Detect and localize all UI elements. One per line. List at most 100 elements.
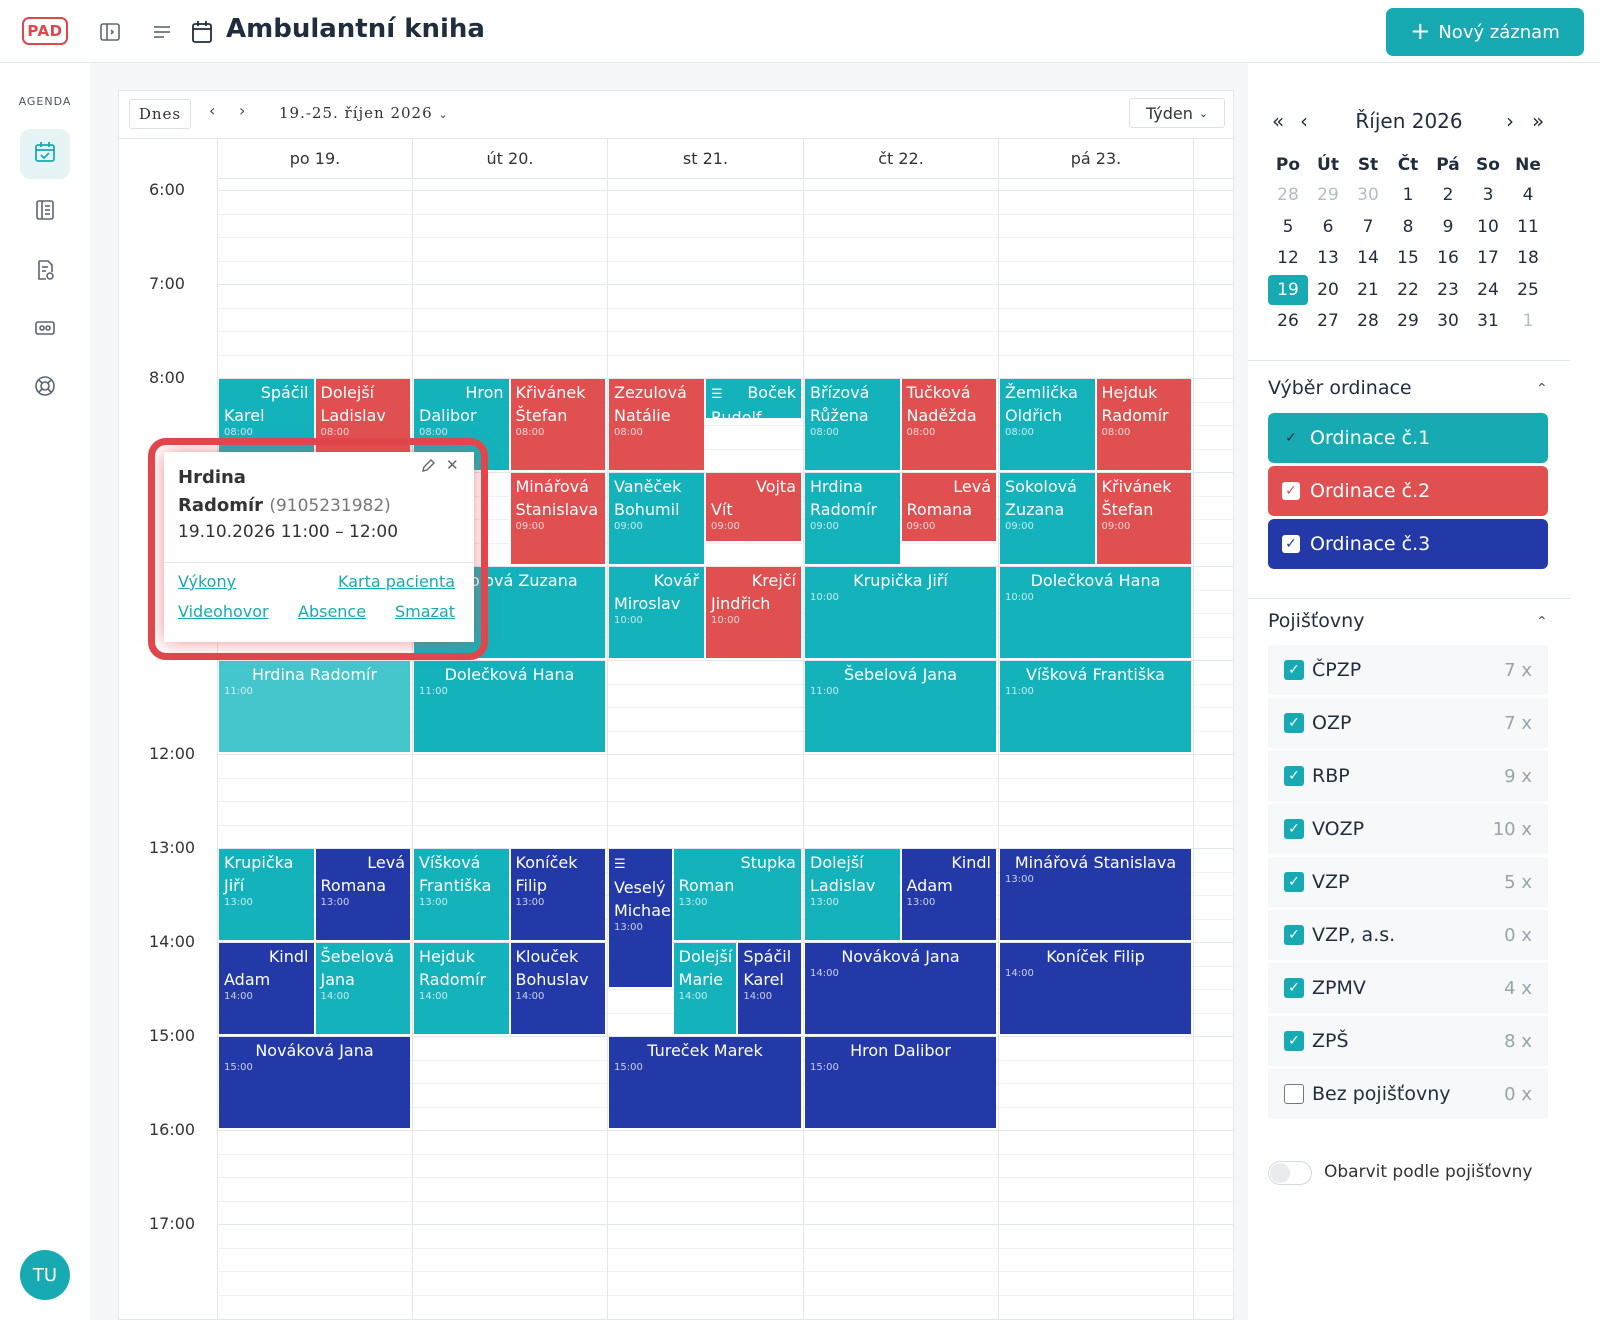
- appointment-event[interactable]: Zezulová Natálie 08:00: [609, 379, 704, 470]
- appointment-event[interactable]: Hejduk Radomír 14:00: [414, 943, 509, 1034]
- appointment-event[interactable]: Koníček Filip 13:00: [510, 849, 605, 940]
- patient-card-link[interactable]: Karta pacienta: [338, 572, 456, 591]
- mini-calendar-day[interactable]: 6: [1322, 216, 1334, 237]
- checkbox-icon[interactable]: ✓: [1284, 925, 1304, 945]
- checkbox-icon[interactable]: ✓: [1284, 872, 1304, 892]
- mini-calendar-day[interactable]: 21: [1357, 279, 1379, 300]
- appointment-event[interactable]: Minářová Stanislava 13:00: [1000, 849, 1191, 940]
- vykony-link[interactable]: Výkony: [178, 572, 237, 591]
- mini-calendar-day[interactable]: 14: [1357, 248, 1379, 268]
- mini-calendar-day[interactable]: 30: [1437, 311, 1459, 331]
- next-week-button[interactable]: ›: [239, 101, 246, 120]
- mini-calendar-day[interactable]: 22: [1397, 279, 1419, 300]
- checkbox-icon[interactable]: [1284, 1084, 1304, 1104]
- mini-calendar-day[interactable]: 23: [1437, 279, 1459, 300]
- mini-calendar-day[interactable]: 7: [1362, 216, 1374, 237]
- mini-calendar-day[interactable]: 20: [1317, 279, 1339, 300]
- menu-lines-icon[interactable]: [150, 20, 174, 44]
- mini-calendar-day[interactable]: 16: [1437, 248, 1459, 268]
- ordinace-option[interactable]: ✓ Ordinace č.3: [1268, 519, 1548, 569]
- videocall-link[interactable]: Videohovor: [178, 602, 269, 621]
- mini-calendar-day[interactable]: 19: [1268, 274, 1308, 305]
- new-record-button[interactable]: + Nový záznam: [1386, 8, 1584, 56]
- mini-calendar-day[interactable]: 9: [1442, 216, 1454, 237]
- mini-calendar-day[interactable]: 15: [1397, 248, 1419, 268]
- today-button[interactable]: Dnes: [129, 99, 191, 129]
- appointment-event[interactable]: Tučková Naděžda 08:00: [901, 379, 996, 470]
- mini-calendar-day[interactable]: 8: [1402, 216, 1414, 237]
- insurance-filter-item[interactable]: ✓ VOZP 10 x: [1268, 804, 1548, 854]
- checkbox-icon[interactable]: ✓: [1284, 1031, 1304, 1051]
- mini-calendar-day[interactable]: 28: [1357, 311, 1379, 331]
- appointment-event[interactable]: Stupka Roman 13:00: [673, 849, 801, 940]
- appointment-event[interactable]: Nováková Jana 15:00: [219, 1037, 410, 1128]
- appointment-event[interactable]: Dolečková Hana 10:00: [1000, 567, 1191, 658]
- mini-calendar-day[interactable]: 18: [1517, 248, 1539, 268]
- insurance-filter-item[interactable]: ✓ VZP, a.s. 0 x: [1268, 910, 1548, 960]
- appointment-event[interactable]: Kovář Miroslav 10:00: [609, 567, 704, 658]
- appointment-event[interactable]: Vojta Vít 09:00: [706, 473, 801, 541]
- sidebar-item-book[interactable]: [20, 187, 70, 237]
- insurance-filter-item[interactable]: ✓ ZPMV 4 x: [1268, 963, 1548, 1013]
- edit-icon[interactable]: [420, 458, 436, 478]
- mini-calendar-day[interactable]: 3: [1482, 185, 1494, 205]
- mini-calendar-day[interactable]: 10: [1477, 216, 1499, 237]
- checkbox-icon[interactable]: ✓: [1284, 660, 1304, 680]
- checkbox-icon[interactable]: ✓: [1284, 766, 1304, 786]
- chevron-up-icon[interactable]: ⌃: [1536, 614, 1548, 630]
- appointment-event[interactable]: Sokolová Zuzana 09:00: [1000, 473, 1095, 564]
- appointment-event[interactable]: Tureček Marek 15:00: [609, 1037, 801, 1128]
- appointment-event[interactable]: Křivánek Štefan 09:00: [1096, 473, 1191, 564]
- appointment-event[interactable]: Levá Romana 09:00: [901, 473, 996, 541]
- appointment-event[interactable]: Víšková Františka 13:00: [414, 849, 509, 940]
- appointment-event[interactable]: Břízová Růžena 08:00: [805, 379, 900, 470]
- appointment-event[interactable]: Dolejší Marie 14:00: [673, 943, 737, 1034]
- mini-calendar-day[interactable]: 5: [1282, 216, 1294, 237]
- next-month-button[interactable]: ›: [1506, 109, 1514, 133]
- sidebar-item-calendar[interactable]: [20, 129, 70, 179]
- mini-calendar-day[interactable]: 24: [1477, 279, 1499, 300]
- insurance-filter-item[interactable]: ✓ RBP 9 x: [1268, 751, 1548, 801]
- delete-link[interactable]: Smazat: [395, 602, 456, 621]
- appointment-event[interactable]: Nováková Jana 14:00: [805, 943, 996, 1034]
- appointment-event[interactable]: Víšková Františka 11:00: [1000, 661, 1191, 752]
- appointment-event[interactable]: Krupička Jiří 13:00: [219, 849, 314, 940]
- prev-year-button[interactable]: «: [1272, 109, 1285, 133]
- insurance-filter-item[interactable]: ✓ VZP 5 x: [1268, 857, 1548, 907]
- appointment-event[interactable]: Levá Romana 13:00: [315, 849, 410, 940]
- ordinace-option[interactable]: ✓ Ordinace č.1: [1268, 413, 1548, 463]
- appointment-event[interactable]: Krupička Jiří 10:00: [805, 567, 996, 658]
- appointment-event[interactable]: ☰ Boček Rudolf: [706, 379, 801, 419]
- next-year-button[interactable]: »: [1532, 109, 1545, 133]
- appointment-event[interactable]: Hron Dalibor 15:00: [805, 1037, 996, 1128]
- chevron-up-icon[interactable]: ⌃: [1536, 381, 1548, 397]
- view-select[interactable]: Týden ⌄: [1129, 98, 1225, 128]
- insurance-filter-item[interactable]: ✓ ČPZP 7 x: [1268, 645, 1548, 695]
- checkbox-icon[interactable]: ✓: [1284, 713, 1304, 733]
- prev-month-button[interactable]: ‹: [1300, 109, 1308, 133]
- appointment-event[interactable]: Křivánek Štefan 08:00: [510, 379, 605, 470]
- insurance-filter-item[interactable]: ✓ ZPŠ 8 x: [1268, 1016, 1548, 1066]
- appointment-event[interactable]: Kindl Adam 13:00: [901, 849, 996, 940]
- sidebar-toggle-icon[interactable]: [98, 20, 122, 44]
- sidebar-item-documents[interactable]: [20, 247, 70, 297]
- appointment-event[interactable]: Šebelová Jana 11:00: [805, 661, 996, 752]
- appointment-event[interactable]: Vaněček Bohumil 09:00: [609, 473, 704, 564]
- mini-calendar-day[interactable]: 31: [1477, 311, 1499, 331]
- appointment-event[interactable]: Hrdina Radomír 11:00: [219, 661, 410, 752]
- mini-calendar-day[interactable]: 1: [1522, 311, 1534, 331]
- mini-calendar-day[interactable]: 13: [1317, 248, 1339, 268]
- appointment-event[interactable]: Spáčil Karel 14:00: [738, 943, 801, 1034]
- insurance-filter-item[interactable]: ✓ OZP 7 x: [1268, 698, 1548, 748]
- absence-link[interactable]: Absence: [298, 602, 367, 621]
- mini-calendar-day[interactable]: 28: [1277, 185, 1299, 205]
- prev-week-button[interactable]: ‹: [209, 101, 216, 120]
- insurance-filter-item[interactable]: Bez pojišťovny 0 x: [1268, 1069, 1548, 1119]
- mini-calendar-day[interactable]: 27: [1317, 311, 1339, 331]
- app-logo[interactable]: PAD: [22, 17, 68, 45]
- mini-calendar-day[interactable]: 26: [1277, 311, 1299, 331]
- checkbox-icon[interactable]: ✓: [1284, 978, 1304, 998]
- mini-calendar-day[interactable]: 17: [1477, 248, 1499, 268]
- appointment-event[interactable]: Dolejší Ladislav 13:00: [805, 849, 900, 940]
- checkbox-icon[interactable]: ✓: [1284, 819, 1304, 839]
